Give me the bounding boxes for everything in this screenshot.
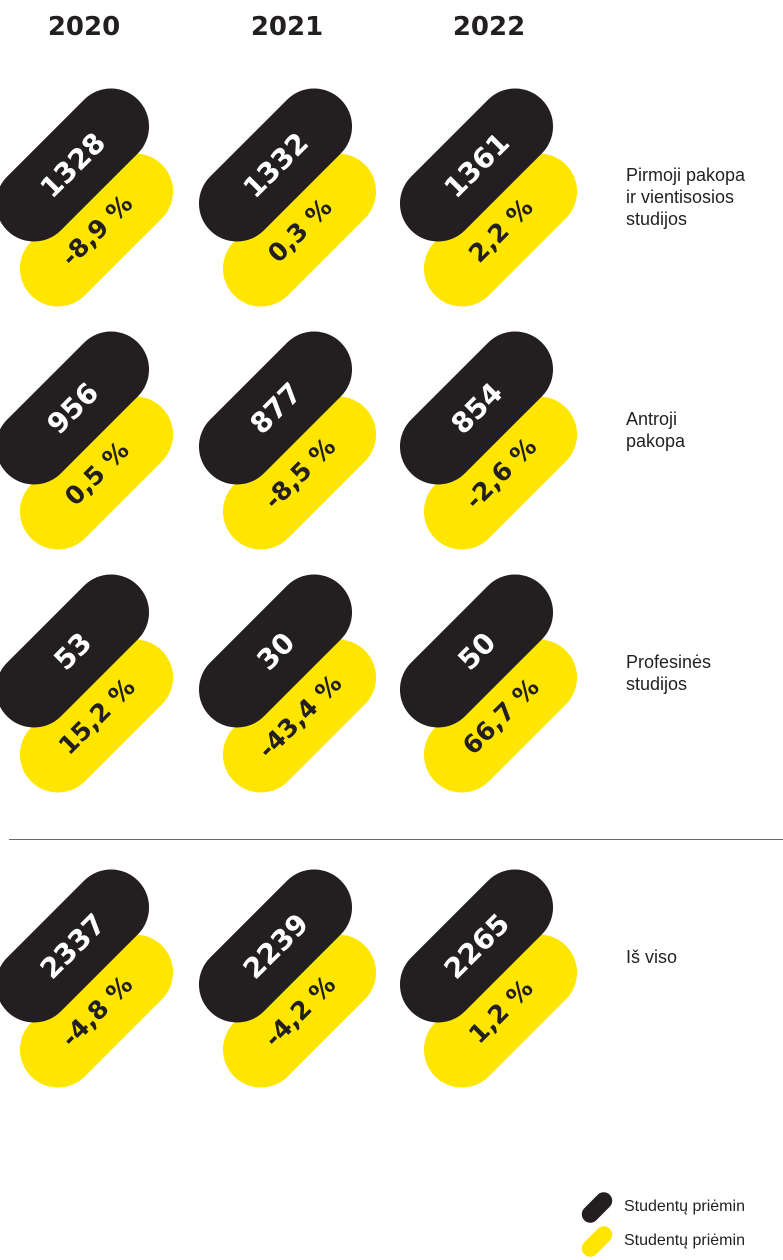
row-label-line: Iš viso: [626, 947, 678, 967]
row-label-first-cycle: Pirmoji pakopa ir vientisosios studijos: [626, 164, 783, 230]
legend-label: Studentų priėmin: [624, 1198, 745, 1215]
row-label-line: studijos: [626, 674, 688, 694]
row-label-professional: Profesinės studijos: [626, 651, 783, 695]
row-label-total: Iš viso: [626, 946, 783, 968]
year-header-2021: 2021: [250, 12, 324, 42]
row-label-second-cycle: Antroji pakopa: [626, 408, 783, 452]
row-label-line: ir vientisosios: [626, 187, 735, 207]
legend-swatch-black: [578, 1188, 616, 1227]
legend-swatch-yellow: [578, 1222, 616, 1260]
row-label-line: pakopa: [626, 431, 686, 451]
year-header-2020: 2020: [47, 12, 121, 42]
legend-label: Studentų priėmin: [624, 1232, 745, 1249]
row-label-line: Pirmoji pakopa: [626, 165, 746, 185]
row-label-line: Antroji: [626, 409, 678, 429]
row-label-line: studijos: [626, 209, 688, 229]
divider-line: [9, 839, 783, 840]
row-label-line: Profesinės: [626, 652, 712, 672]
year-header-2022: 2022: [452, 12, 526, 42]
